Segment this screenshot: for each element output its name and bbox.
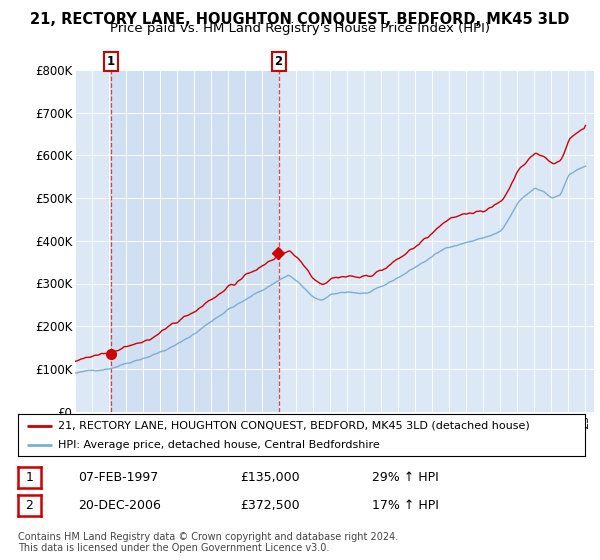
Text: 1: 1 bbox=[25, 471, 34, 484]
Text: 2: 2 bbox=[25, 499, 34, 512]
Text: Contains HM Land Registry data © Crown copyright and database right 2024.
This d: Contains HM Land Registry data © Crown c… bbox=[18, 531, 398, 553]
Text: 21, RECTORY LANE, HOUGHTON CONQUEST, BEDFORD, MK45 3LD: 21, RECTORY LANE, HOUGHTON CONQUEST, BED… bbox=[31, 12, 569, 27]
Text: Price paid vs. HM Land Registry's House Price Index (HPI): Price paid vs. HM Land Registry's House … bbox=[110, 22, 490, 35]
Text: 29% ↑ HPI: 29% ↑ HPI bbox=[372, 470, 439, 484]
Text: £372,500: £372,500 bbox=[240, 498, 299, 512]
Text: 1: 1 bbox=[107, 55, 115, 68]
Bar bbox=[111, 70, 278, 412]
Text: 20-DEC-2006: 20-DEC-2006 bbox=[78, 498, 161, 512]
Text: HPI: Average price, detached house, Central Bedfordshire: HPI: Average price, detached house, Cent… bbox=[58, 440, 379, 450]
Text: 21, RECTORY LANE, HOUGHTON CONQUEST, BEDFORD, MK45 3LD (detached house): 21, RECTORY LANE, HOUGHTON CONQUEST, BED… bbox=[58, 421, 529, 431]
Text: 2: 2 bbox=[275, 55, 283, 68]
Text: £135,000: £135,000 bbox=[240, 470, 299, 484]
Text: 17% ↑ HPI: 17% ↑ HPI bbox=[372, 498, 439, 512]
Text: 07-FEB-1997: 07-FEB-1997 bbox=[78, 470, 158, 484]
